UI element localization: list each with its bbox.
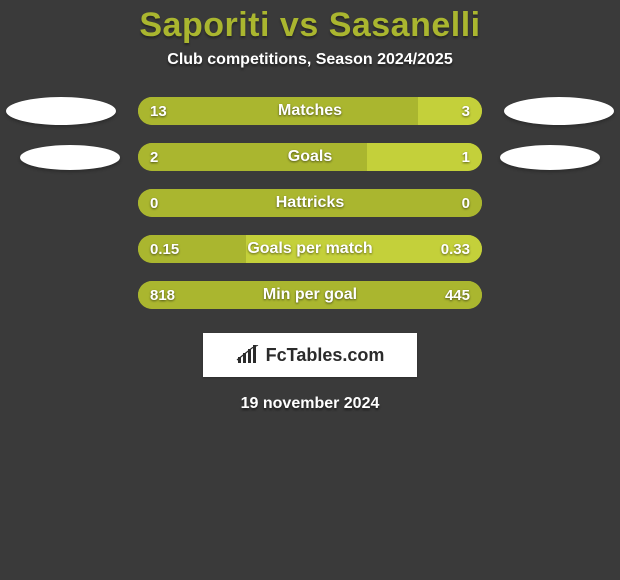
stat-bar: Min per goal818445 bbox=[138, 281, 482, 309]
brand-main: Tables bbox=[287, 345, 343, 365]
stat-row: Goals per match0.150.33 bbox=[0, 235, 620, 263]
stat-seg-left bbox=[138, 235, 246, 263]
player-b-name: Sasanelli bbox=[329, 6, 481, 44]
team-badge-placeholder bbox=[500, 145, 600, 170]
player-a-name: Saporiti bbox=[139, 6, 270, 44]
brand-suffix: .com bbox=[342, 345, 384, 365]
stat-bar: Goals per match0.150.33 bbox=[138, 235, 482, 263]
stat-bar: Goals21 bbox=[138, 143, 482, 171]
brand-prefix: Fc bbox=[266, 345, 287, 365]
page-title: Saporiti vs Sasanelli bbox=[0, 0, 620, 45]
stat-seg-left bbox=[138, 97, 418, 125]
subtitle: Club competitions, Season 2024/2025 bbox=[0, 51, 620, 69]
stat-seg-left bbox=[138, 189, 482, 217]
bar-chart-icon bbox=[236, 345, 260, 365]
team-badge-placeholder bbox=[20, 145, 120, 170]
title-vs: vs bbox=[280, 6, 319, 44]
comparison-infographic: Saporiti vs Sasanelli Club competitions,… bbox=[0, 0, 620, 580]
stat-rows: Matches133 Goals21 Hattricks00 Goals per ma… bbox=[0, 97, 620, 309]
team-badge-placeholder bbox=[504, 97, 614, 125]
stat-row: Hattricks00 bbox=[0, 189, 620, 217]
brand-text: FcTables.com bbox=[266, 345, 385, 366]
stat-bar: Matches133 bbox=[138, 97, 482, 125]
stat-seg-right bbox=[246, 235, 483, 263]
stat-seg-left bbox=[138, 143, 367, 171]
brand-box: FcTables.com bbox=[203, 333, 417, 377]
stat-row: Min per goal818445 bbox=[0, 281, 620, 309]
stat-seg-right bbox=[418, 97, 483, 125]
date-label: 19 november 2024 bbox=[0, 395, 620, 413]
stat-seg-right bbox=[367, 143, 482, 171]
stat-seg-left bbox=[138, 281, 482, 309]
stat-bar: Hattricks00 bbox=[138, 189, 482, 217]
team-badge-placeholder bbox=[6, 97, 116, 125]
